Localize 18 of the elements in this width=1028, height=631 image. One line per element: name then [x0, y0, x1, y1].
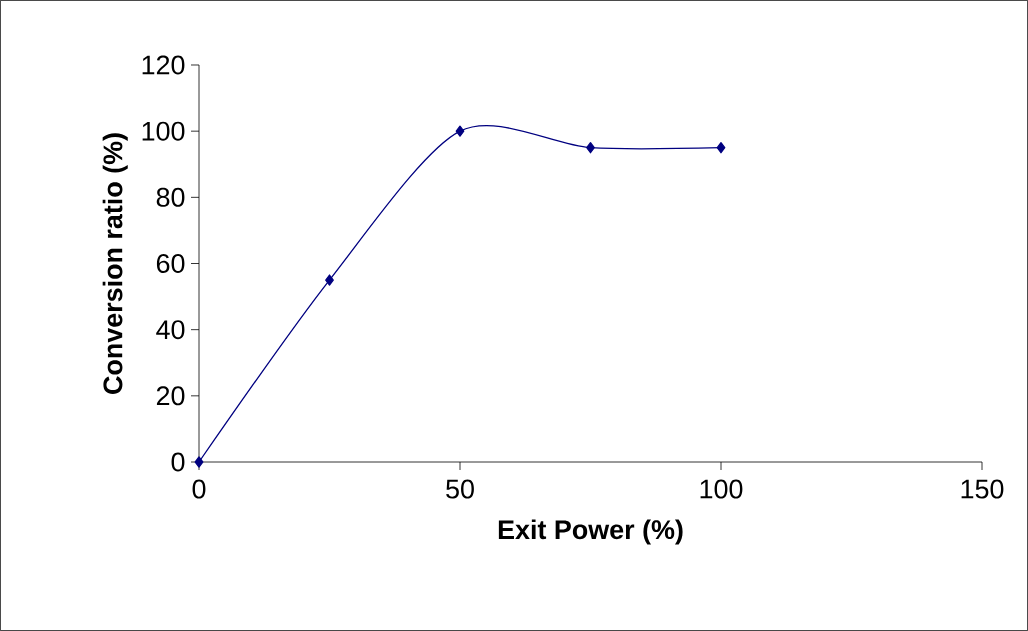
point — [194, 456, 204, 468]
y-tick-label: 80 — [156, 187, 185, 207]
point — [586, 142, 595, 154]
x-axis-title: Exit Power (%) — [498, 519, 683, 545]
x-tick-label: 0 — [192, 479, 206, 499]
y-axis-title: Conversion ratio (%) — [102, 133, 128, 394]
x-tick-label: 150 — [961, 479, 1004, 499]
y-tick-label: 60 — [156, 253, 185, 274]
x-tick-label: 100 — [700, 479, 743, 499]
x-tick-label: 50 — [446, 479, 474, 499]
y-tick-label: 0 — [171, 452, 185, 472]
y-tick-label: 40 — [156, 320, 185, 340]
point — [716, 142, 726, 154]
y-tick-label: 100 — [142, 121, 185, 141]
y-tick-label: 20 — [156, 386, 185, 406]
y-tick-label: 120 — [142, 55, 185, 75]
point — [325, 274, 334, 286]
point — [455, 125, 465, 137]
